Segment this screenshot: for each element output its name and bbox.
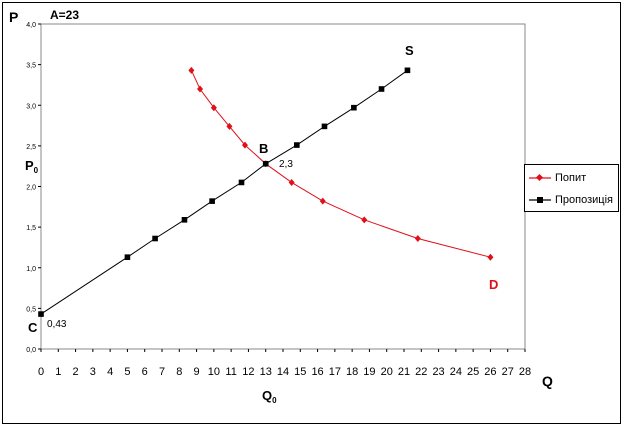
y-tick-label: 2,0 [26, 185, 36, 192]
x-tick-label: 19 [363, 366, 375, 378]
x-tick-label: 5 [124, 366, 130, 378]
x-tick-label: 27 [502, 366, 514, 378]
legend-label-supply: Пропозиція [555, 194, 613, 206]
supply-point [209, 198, 215, 204]
point-c-value: 0,43 [47, 319, 67, 330]
x-tick-label: 23 [432, 366, 444, 378]
y-tick-label: 3,0 [26, 103, 36, 110]
x-tick-label: 22 [415, 366, 427, 378]
x-tick-label: 9 [194, 366, 200, 378]
x-tick-label: 10 [208, 366, 220, 378]
x-tick-label: 21 [398, 366, 410, 378]
x-tick-label: 16 [311, 366, 323, 378]
demand-point [197, 85, 204, 93]
x-tick-label: 0 [38, 366, 44, 378]
x-tick-label: 7 [159, 366, 165, 378]
y-axis-label: P [9, 9, 18, 25]
supply-point [351, 104, 357, 111]
point-b-value: 2,3 [279, 159, 293, 170]
x-tick-label: 11 [225, 366, 236, 378]
x-tick-label: 17 [329, 366, 341, 378]
x-tick-label: 28 [519, 366, 531, 378]
demand-point [487, 253, 494, 261]
x-tick-label: 4 [107, 366, 113, 378]
demand-curve-label: D [489, 277, 498, 292]
demand-legend-swatch [529, 173, 551, 182]
supply-point [404, 67, 411, 74]
legend-item-demand: Попит [529, 171, 586, 185]
y-tick-label: 0,5 [26, 306, 36, 313]
demand-point [210, 104, 217, 112]
title-annotation: A=23 [50, 8, 79, 22]
y-tick-label: 2,5 [26, 144, 36, 151]
y-tick-label: 1,5 [26, 225, 36, 232]
demand-point [319, 197, 326, 205]
supply-point [294, 142, 300, 148]
demand-point [226, 122, 233, 130]
x-tick-label: 18 [346, 366, 358, 378]
demand-point [241, 141, 248, 149]
x-tick-label: 25 [467, 366, 479, 378]
demand-point [361, 216, 368, 224]
x-tick-label: 2 [73, 366, 79, 378]
x-axis-label: Q [542, 373, 553, 389]
x-tick-label: 3 [90, 366, 96, 378]
x-tick-label: 13 [260, 366, 272, 378]
x-tick-label: 14 [277, 366, 289, 378]
x-tick-label: 20 [381, 366, 393, 378]
point-b-label: B [259, 141, 268, 156]
demand-point [288, 178, 295, 186]
x-tick-label: 8 [176, 366, 182, 378]
x-tick-label: 24 [450, 366, 462, 378]
supply-point [38, 311, 44, 317]
demand-point [188, 66, 195, 74]
x-tick-label: 12 [242, 366, 254, 378]
point-c-label: C [28, 320, 38, 335]
supply-point [181, 217, 188, 223]
x-tick-label: 6 [142, 366, 148, 378]
supply-point [321, 123, 328, 130]
x-tick-label: 26 [484, 366, 496, 378]
plot-area [40, 23, 526, 350]
legend: Попит Пропозиція [524, 164, 619, 212]
x-tick-label: 15 [294, 366, 306, 378]
x-tick-label: 1 [55, 366, 61, 378]
demand-point [414, 235, 421, 242]
chart-frame [2, 2, 621, 424]
supply-point [262, 160, 269, 167]
supply-point [152, 235, 158, 242]
supply-point [238, 179, 245, 186]
y-tick-label: 1,0 [26, 266, 36, 273]
y-tick-label: 3,5 [26, 63, 36, 70]
supply-curve-label: S [405, 43, 414, 58]
legend-item-supply: Пропозиція [529, 193, 613, 207]
supply-legend-swatch [529, 197, 551, 203]
supply-point [124, 254, 131, 260]
p0-label: P0 [25, 158, 39, 175]
supply-line [40, 69, 408, 315]
q0-label: Q0 [262, 388, 277, 405]
y-tick-label: 4,0 [26, 22, 36, 29]
supply-point [378, 86, 385, 92]
legend-label-demand: Попит [555, 172, 587, 184]
y-tick-label: 0,0 [26, 347, 36, 354]
